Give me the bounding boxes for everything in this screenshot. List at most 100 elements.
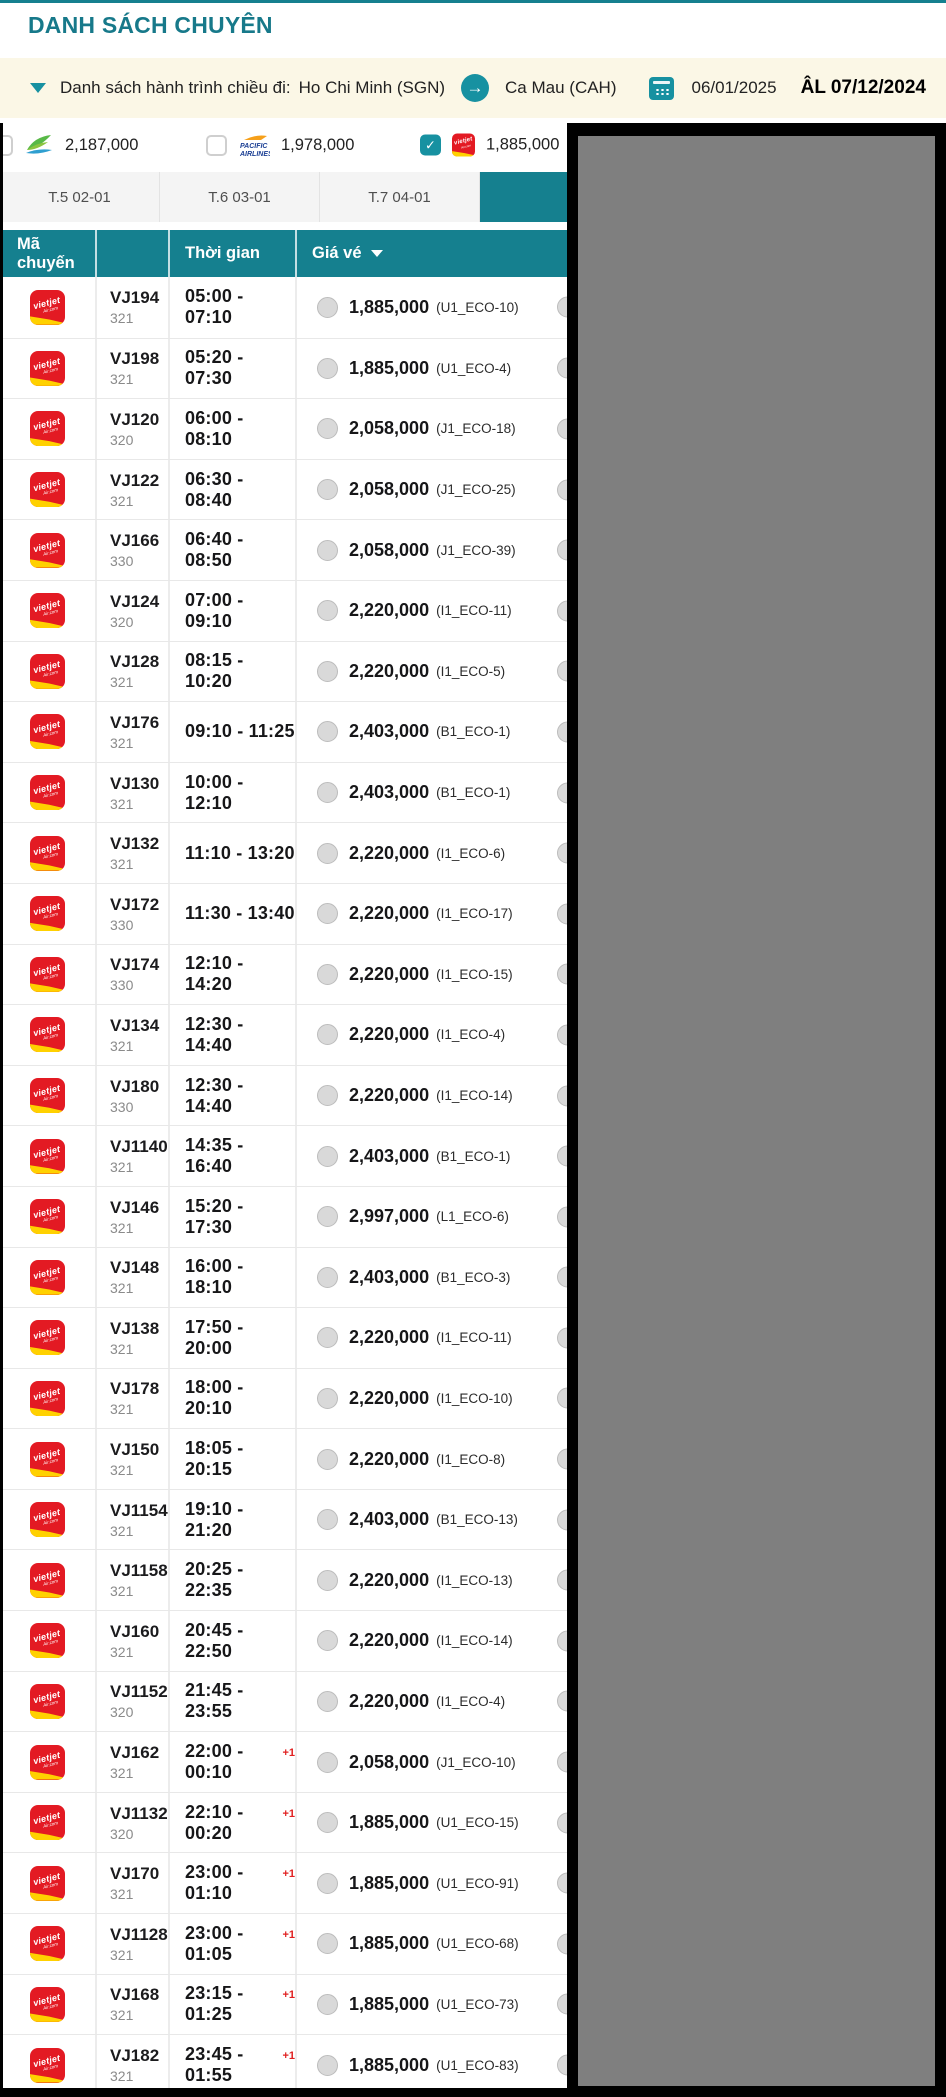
fare-radio[interactable] bbox=[317, 903, 338, 925]
fare-radio[interactable] bbox=[317, 357, 338, 379]
flight-row: vietjet Air.com VJ122 321 06:30 - 08:40 2… bbox=[0, 458, 640, 520]
fare-price: 2,220,000 bbox=[349, 1630, 430, 1651]
airline-logo-cell: vietjet Air.com bbox=[0, 641, 97, 702]
airline-logo-cell: vietjet Air.com bbox=[0, 1914, 97, 1974]
flight-code-cell: VJ174 330 bbox=[97, 944, 170, 1005]
fare-class: (I1_ECO-17) bbox=[436, 906, 513, 922]
vietjet-logo-icon: vietjet Air.com bbox=[30, 1683, 65, 1719]
flight-row: vietjet Air.com VJ138 321 17:50 - 20:00 2… bbox=[0, 1307, 640, 1368]
fare-radio[interactable] bbox=[317, 539, 338, 561]
flight-code-cell: VJ162 321 bbox=[97, 1732, 170, 1792]
flight-time-cell: 10:00 - 12:10 bbox=[170, 762, 297, 823]
header-time: Thời gian bbox=[170, 230, 297, 277]
window-bottom-edge bbox=[0, 2088, 946, 2097]
flight-row: vietjet Air.com VJ132 321 11:10 - 13:20 2… bbox=[0, 822, 640, 883]
checkbox[interactable] bbox=[0, 134, 13, 156]
fare-radio[interactable] bbox=[317, 1690, 338, 1712]
fare-radio[interactable] bbox=[317, 1933, 338, 1955]
airline-logo-cell: vietjet Air.com bbox=[0, 1126, 97, 1186]
aircraft-type: 321 bbox=[110, 1643, 134, 1660]
flight-code-cell: VJ1132 320 bbox=[97, 1792, 170, 1853]
vietjet-logo-icon: vietjet Air.com bbox=[30, 2047, 65, 2083]
fare-radio[interactable] bbox=[317, 1630, 338, 1652]
checkbox[interactable] bbox=[206, 134, 227, 156]
flight-time: 19:10 - 21:20 bbox=[185, 1498, 244, 1540]
flight-time-cell: 09:10 - 11:25 bbox=[170, 702, 297, 762]
airline-filter[interactable]: PACIFIC AIRLINES 1,978,000 bbox=[206, 133, 354, 157]
airline-logo-cell: vietjet Air.com bbox=[0, 1611, 97, 1671]
fare-radio[interactable] bbox=[317, 479, 338, 501]
fare-radio[interactable] bbox=[317, 418, 338, 440]
vietjet-logo-icon: vietjet Air.com bbox=[30, 1017, 65, 1053]
fare-radio[interactable] bbox=[317, 1448, 338, 1470]
fare-radio[interactable] bbox=[317, 660, 338, 682]
fare-price: 1,885,000 bbox=[349, 1933, 430, 1954]
flight-code-cell: VJ1140 321 bbox=[97, 1126, 170, 1186]
header-airline bbox=[97, 230, 170, 277]
vietjet-logo-icon: vietjet Air.com bbox=[30, 714, 65, 750]
flight-time: 16:00 - 18:10 bbox=[185, 1256, 244, 1298]
fare-radio[interactable] bbox=[317, 782, 338, 804]
flight-code: VJ172 bbox=[110, 894, 160, 914]
airline-logo-cell: vietjet Air.com bbox=[0, 1186, 97, 1247]
flight-row: vietjet Air.com VJ124 320 07:00 - 09:10 2… bbox=[0, 579, 640, 641]
collapse-caret-icon[interactable] bbox=[30, 83, 46, 93]
date-tab-2[interactable]: T.6 03-01 bbox=[160, 172, 320, 222]
fare-class: (U1_ECO-83) bbox=[436, 2057, 519, 2073]
fare-price: 2,220,000 bbox=[349, 1569, 430, 1590]
fare-radio[interactable] bbox=[317, 1993, 338, 2015]
fare-radio[interactable] bbox=[317, 1085, 338, 1107]
vietjet-logo-icon: vietjet Air.com bbox=[30, 1320, 65, 1356]
flight-time: 12:30 - 14:40 bbox=[185, 1074, 244, 1116]
flight-time: 14:35 - 16:40 bbox=[185, 1135, 244, 1177]
fare-radio[interactable] bbox=[317, 842, 338, 864]
fare-radio[interactable] bbox=[317, 1387, 338, 1409]
fare-radio[interactable] bbox=[317, 1024, 338, 1046]
aircraft-type: 321 bbox=[110, 1401, 134, 1418]
flight-code-cell: VJ134 321 bbox=[97, 1005, 170, 1065]
fare-radio[interactable] bbox=[317, 600, 338, 622]
fare-class: (B1_ECO-3) bbox=[436, 1269, 511, 1285]
fare-price: 2,220,000 bbox=[349, 1448, 430, 1469]
flight-row: vietjet Air.com VJ130 321 10:00 - 12:10 2… bbox=[0, 761, 640, 823]
airline-logo-cell: vietjet Air.com bbox=[0, 823, 97, 883]
flight-code-cell: VJ194 321 bbox=[97, 277, 170, 338]
vietjet-logo-icon: vietjet Air.com bbox=[30, 289, 65, 325]
fare-radio[interactable] bbox=[317, 721, 338, 743]
fare-radio[interactable] bbox=[317, 963, 338, 985]
airline-filter[interactable]: 2,187,000 bbox=[0, 133, 138, 157]
fare-radio[interactable] bbox=[317, 296, 338, 318]
flight-time-cell: 11:10 - 13:20 bbox=[170, 823, 297, 883]
fare-radio[interactable] bbox=[317, 2054, 338, 2076]
fare-radio[interactable] bbox=[317, 1206, 338, 1228]
fare-radio[interactable] bbox=[317, 1872, 338, 1894]
fare-radio[interactable] bbox=[317, 1266, 338, 1288]
fare-class: (L1_ECO-6) bbox=[436, 1209, 509, 1225]
date-tab-3[interactable]: T.7 04-01 bbox=[320, 172, 480, 222]
fare-price: 1,885,000 bbox=[349, 1993, 430, 2014]
fare-radio[interactable] bbox=[317, 1812, 338, 1834]
header-price-sort[interactable]: Giá vé bbox=[297, 230, 640, 277]
fare-price: 1,885,000 bbox=[349, 1872, 430, 1893]
fare-radio[interactable] bbox=[317, 1751, 338, 1773]
aircraft-type: 330 bbox=[110, 916, 134, 933]
date-tab-1[interactable]: T.5 02-01 bbox=[0, 172, 160, 222]
fare-radio[interactable] bbox=[317, 1569, 338, 1591]
fare-radio[interactable] bbox=[317, 1145, 338, 1167]
fare-class: (I1_ECO-14) bbox=[436, 1088, 513, 1104]
fare-price: 2,403,000 bbox=[349, 1509, 430, 1530]
itinerary-bar[interactable]: Danh sách hành trình chiều đi: Ho Chi Mi… bbox=[0, 58, 946, 118]
checkbox[interactable] bbox=[420, 134, 441, 156]
flight-code: VJ148 bbox=[110, 1258, 160, 1278]
aircraft-type: 320 bbox=[110, 1704, 134, 1721]
fare-class: (U1_ECO-15) bbox=[436, 1815, 519, 1831]
flight-code: VJ150 bbox=[110, 1440, 160, 1460]
aircraft-type: 321 bbox=[110, 2007, 134, 2024]
flight-code: VJ138 bbox=[110, 1318, 160, 1338]
fare-price: 1,885,000 bbox=[349, 2054, 430, 2075]
fare-radio[interactable] bbox=[317, 1509, 338, 1531]
fare-radio[interactable] bbox=[317, 1327, 338, 1349]
svg-text:AIRLINES: AIRLINES bbox=[239, 151, 270, 157]
aircraft-type: 321 bbox=[110, 1583, 134, 1600]
